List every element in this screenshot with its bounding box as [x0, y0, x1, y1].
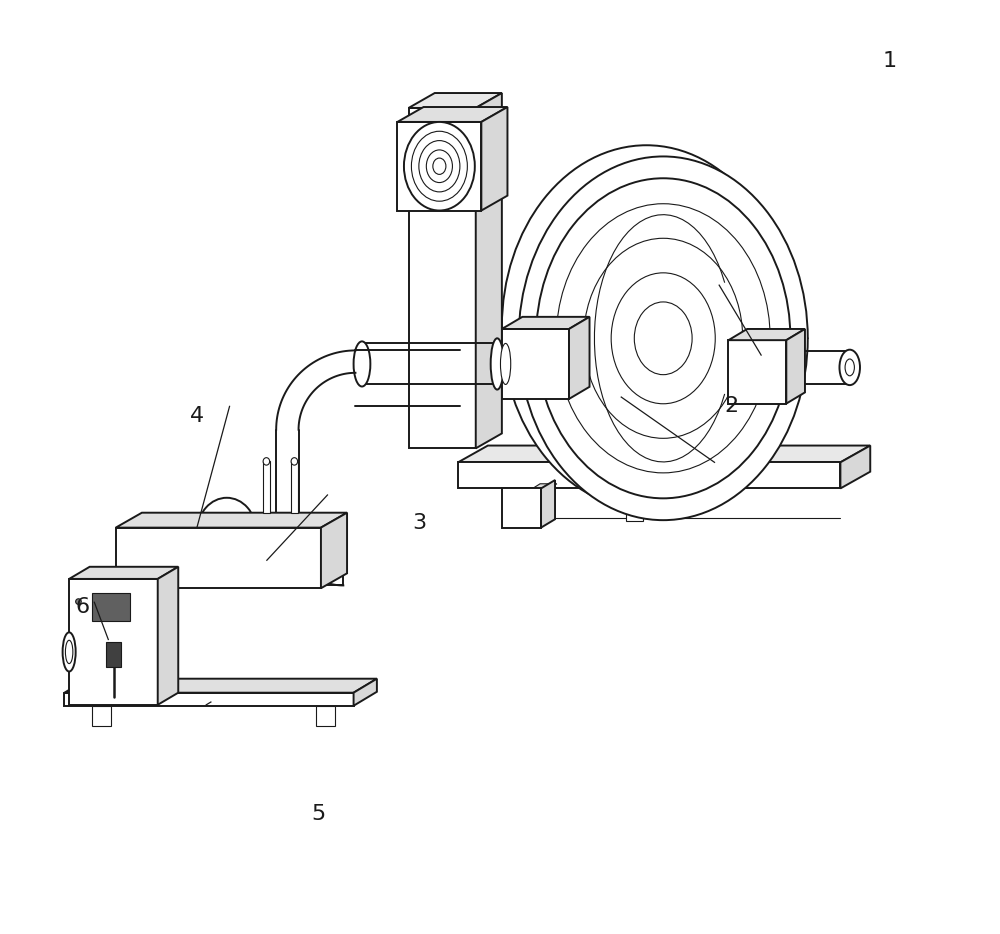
Polygon shape: [92, 706, 111, 727]
Ellipse shape: [404, 122, 475, 210]
Ellipse shape: [491, 338, 504, 389]
Polygon shape: [106, 642, 121, 667]
Polygon shape: [69, 567, 178, 579]
Polygon shape: [64, 693, 354, 706]
Ellipse shape: [419, 141, 460, 191]
Ellipse shape: [426, 150, 452, 182]
Ellipse shape: [354, 342, 370, 387]
Ellipse shape: [411, 132, 467, 201]
Polygon shape: [502, 329, 569, 399]
Ellipse shape: [845, 359, 854, 375]
Polygon shape: [116, 528, 321, 588]
Polygon shape: [458, 446, 870, 462]
Polygon shape: [69, 579, 158, 705]
Polygon shape: [533, 484, 557, 488]
Polygon shape: [569, 317, 590, 399]
Polygon shape: [476, 93, 502, 448]
Polygon shape: [116, 513, 347, 528]
Polygon shape: [409, 108, 476, 448]
Ellipse shape: [263, 458, 270, 465]
Polygon shape: [786, 329, 805, 403]
Polygon shape: [626, 484, 650, 488]
Text: 3: 3: [412, 513, 426, 533]
Ellipse shape: [197, 498, 256, 565]
Polygon shape: [541, 480, 555, 528]
Ellipse shape: [291, 458, 298, 465]
Text: 2: 2: [724, 396, 738, 417]
Ellipse shape: [536, 178, 790, 499]
Polygon shape: [481, 107, 507, 210]
Polygon shape: [397, 107, 507, 122]
Polygon shape: [502, 488, 541, 528]
Ellipse shape: [839, 349, 860, 385]
Text: 5: 5: [311, 804, 325, 824]
Ellipse shape: [519, 156, 808, 520]
Ellipse shape: [502, 146, 791, 509]
Polygon shape: [158, 567, 178, 705]
Polygon shape: [409, 93, 502, 108]
Ellipse shape: [63, 632, 76, 672]
Ellipse shape: [76, 599, 81, 604]
Text: 1: 1: [883, 51, 897, 71]
Ellipse shape: [433, 158, 446, 175]
Polygon shape: [533, 488, 549, 521]
Text: 4: 4: [190, 405, 204, 426]
Polygon shape: [626, 488, 643, 521]
Polygon shape: [321, 513, 347, 588]
Polygon shape: [458, 462, 840, 488]
Polygon shape: [502, 317, 590, 329]
Polygon shape: [64, 679, 377, 693]
Polygon shape: [397, 122, 481, 210]
Polygon shape: [728, 340, 786, 403]
Polygon shape: [291, 461, 298, 513]
Text: 6: 6: [75, 597, 89, 616]
Polygon shape: [263, 461, 270, 513]
Polygon shape: [354, 679, 377, 706]
Ellipse shape: [65, 641, 73, 663]
Polygon shape: [840, 446, 870, 488]
Polygon shape: [728, 329, 805, 340]
Polygon shape: [316, 706, 335, 727]
Ellipse shape: [500, 344, 511, 385]
Polygon shape: [92, 593, 130, 621]
